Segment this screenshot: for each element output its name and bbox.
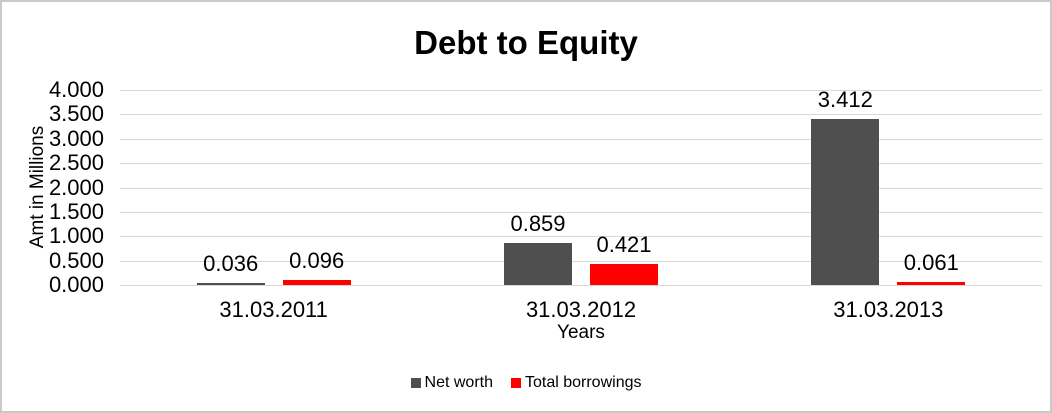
legend-item-total-borrowings: Total borrowings — [510, 374, 642, 392]
bar-total-borrowings-31-03-2013 — [897, 282, 966, 285]
y-tick-label: 0.000 — [48, 272, 104, 297]
gridline — [120, 187, 1042, 189]
data-label-net-worth-31-03-2012: 0.859 — [510, 211, 566, 237]
y-tick-label: 3.000 — [48, 125, 104, 151]
legend: Net worth Total borrowings — [2, 374, 1050, 392]
bar-total-borrowings-31-03-2011 — [282, 280, 351, 285]
gridline — [120, 260, 1042, 262]
x-tick-label: 31.03.2012 — [525, 297, 637, 322]
chart-title: Debt to Equity — [414, 24, 638, 61]
data-label-total-borrowings-31-03-2011: 0.096 — [289, 248, 345, 274]
y-tick-label: 3.500 — [48, 101, 104, 127]
gridline — [120, 236, 1042, 238]
data-label-net-worth-31-03-2011: 0.036 — [203, 251, 259, 276]
y-tick-label: 4.000 — [48, 77, 104, 102]
bar-total-borrowings-31-03-2012 — [590, 264, 658, 285]
y-tick-label: 0.500 — [48, 247, 104, 273]
data-label-total-borrowings-31-03-2012: 0.421 — [596, 232, 652, 258]
gridline — [120, 90, 1042, 91]
gridline — [120, 138, 1042, 140]
x-tick-label: 31.03.2011 — [219, 297, 328, 322]
x-tick-label: 31.03.2013 — [833, 297, 944, 322]
bar-net-worth-31-03-2012 — [504, 243, 572, 285]
y-axis-title: Amt in Millions — [27, 125, 48, 249]
y-tick-label: 1.000 — [48, 223, 104, 249]
legend-swatch-net-worth — [410, 378, 421, 388]
bar-net-worth-31-03-2013 — [811, 118, 880, 285]
gridline — [120, 285, 1042, 286]
bar-net-worth-31-03-2011 — [196, 283, 265, 285]
y-tick-label: 2.500 — [48, 150, 104, 176]
gridline — [120, 211, 1042, 213]
y-tick-label: 1.500 — [48, 198, 104, 224]
legend-swatch-total-borrowings — [510, 378, 521, 388]
plot-area: 0.036 0.096 0.859 0.421 3.412 0.061 — [120, 86, 1042, 286]
legend-label: Total borrowings — [524, 374, 642, 391]
y-tick-label: 2.000 — [48, 174, 104, 200]
data-label-net-worth-31-03-2013: 3.412 — [817, 86, 873, 112]
x-axis-title: Years — [557, 322, 605, 343]
data-label-total-borrowings-31-03-2013: 0.061 — [903, 250, 959, 276]
legend-label: Net worth — [424, 374, 493, 391]
legend-item-net-worth: Net worth — [410, 374, 493, 392]
gridline — [120, 163, 1042, 165]
gridline — [120, 114, 1042, 116]
